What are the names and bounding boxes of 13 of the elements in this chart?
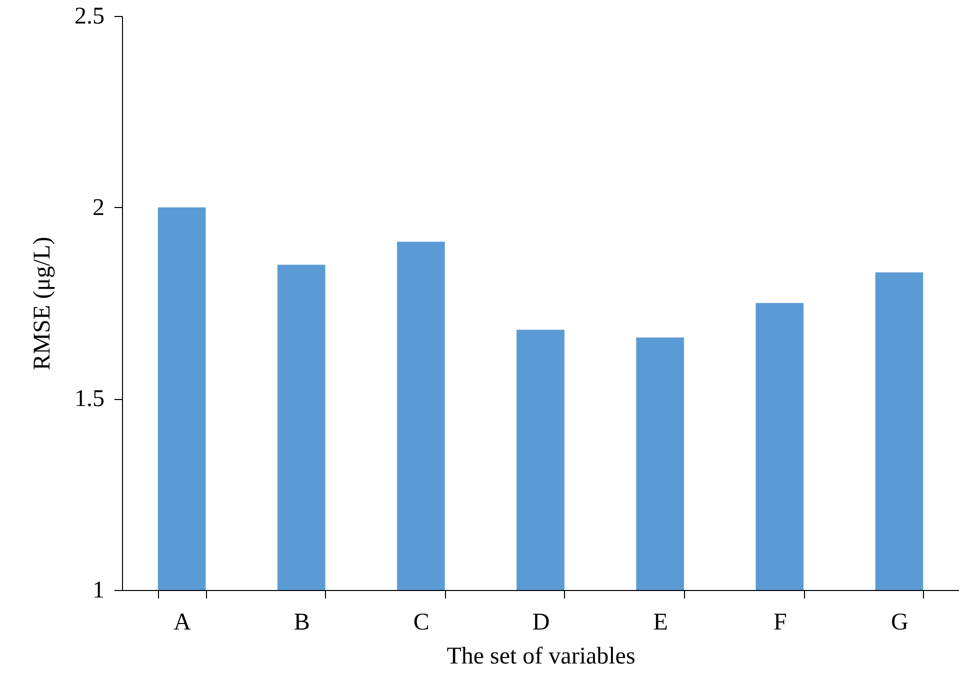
x-tick-label: G bbox=[891, 610, 908, 636]
y-tick-label: 1.5 bbox=[74, 386, 104, 412]
x-tick-label: B bbox=[294, 610, 310, 636]
x-tick-label: E bbox=[653, 610, 668, 636]
y-axis-title: RMSE (μg/L) bbox=[30, 236, 56, 370]
y-tick-label: 2.5 bbox=[74, 4, 104, 30]
x-axis-title: The set of variables bbox=[446, 644, 636, 670]
x-tick-label: D bbox=[532, 610, 550, 636]
x-tick-label: A bbox=[174, 610, 192, 636]
x-tick-label: C bbox=[413, 610, 430, 636]
x-tick-label: F bbox=[773, 610, 787, 636]
y-tick-label: 2 bbox=[92, 194, 104, 221]
y-tick-label: 1 bbox=[92, 578, 104, 604]
